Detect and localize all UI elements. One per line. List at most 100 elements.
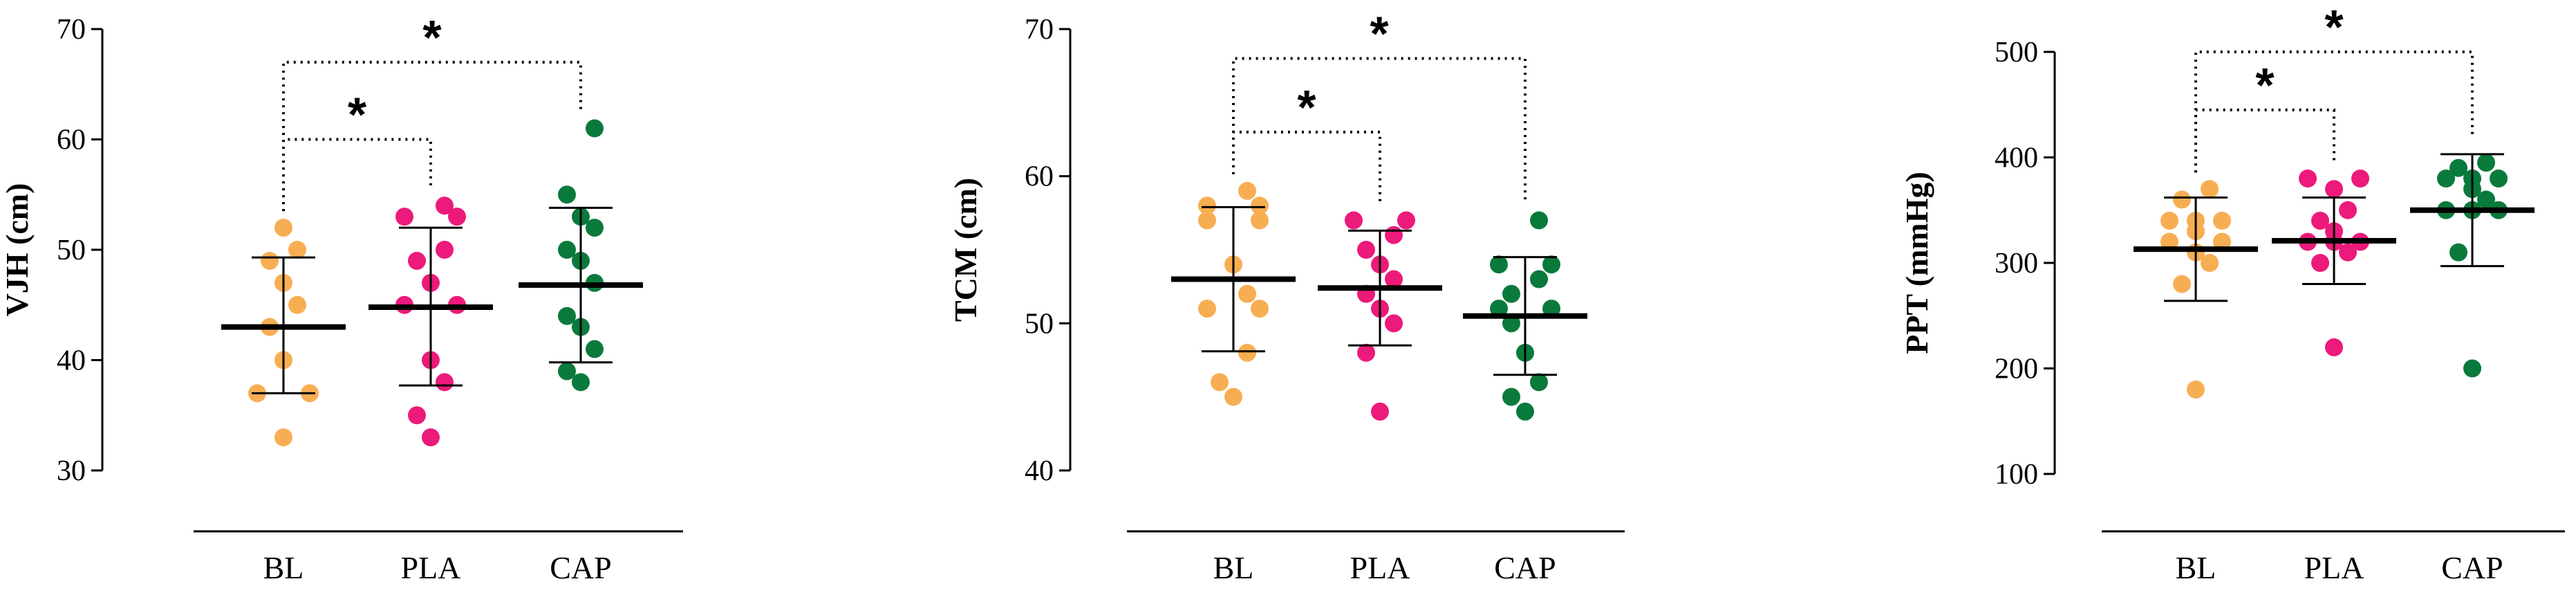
data-point-cap <box>2490 170 2508 187</box>
data-point-pla <box>2325 180 2343 199</box>
data-point-cap <box>586 119 604 138</box>
data-point-pla <box>1385 314 1403 333</box>
data-point-cap <box>1502 387 1520 406</box>
data-point-pla <box>1357 343 1375 362</box>
data-point-bl <box>1238 284 1256 303</box>
data-point-bl <box>288 295 306 314</box>
data-point-cap <box>558 362 576 381</box>
data-point-pla <box>395 208 413 226</box>
data-point-bl <box>2173 190 2191 209</box>
data-point-bl <box>1238 343 1256 362</box>
data-point-pla <box>1397 211 1415 230</box>
data-point-cap <box>586 219 604 237</box>
x-category-label: PLA <box>2304 550 2364 585</box>
data-point-pla <box>2339 243 2357 262</box>
data-point-bl <box>2201 254 2219 272</box>
data-point-cap <box>2477 190 2495 209</box>
chart-panel-vjh: 30 40 50 60 70 VJH (cm) BL PLA CAP * * <box>0 10 683 585</box>
data-point-cap <box>558 306 576 325</box>
x-category-label: BL <box>263 550 304 585</box>
significance-bracket <box>282 60 582 212</box>
x-category-label: CAP <box>2441 550 2503 585</box>
x-category-label: BL <box>1213 550 1254 585</box>
significance-star: * <box>2255 58 2275 112</box>
x-category-label: CAP <box>1494 550 1556 585</box>
data-point-bl <box>1251 300 1269 318</box>
data-point-bl <box>1224 387 1242 406</box>
data-point-cap <box>558 185 576 204</box>
data-point-pla <box>1385 226 1403 244</box>
y-axis-title: PPT (mmHg) <box>1899 172 1934 354</box>
data-point-bl <box>2187 381 2205 399</box>
data-point-cap <box>1542 300 1560 318</box>
y-tick-label: 400 <box>1995 143 2038 174</box>
data-point-pla <box>2325 338 2343 356</box>
x-category-label: PLA <box>401 550 461 585</box>
y-tick-label: 70 <box>1025 14 1054 46</box>
data-point-bl <box>1238 181 1256 200</box>
data-point-cap <box>2449 243 2467 262</box>
data-point-bl <box>274 219 292 237</box>
data-point-bl <box>1251 211 1269 230</box>
data-point-cap <box>1516 402 1534 421</box>
data-point-cap <box>2477 154 2495 172</box>
data-point-pla <box>1371 402 1389 421</box>
data-point-cap <box>1490 255 1508 274</box>
data-point-cap <box>558 241 576 259</box>
data-point-pla <box>422 428 440 447</box>
y-axis-title: TCM (cm) <box>948 178 983 322</box>
significance-star: * <box>1297 80 1316 134</box>
significance-star: * <box>1370 7 1389 61</box>
x-category-label: PLA <box>1350 550 1410 585</box>
data-point-pla <box>448 208 466 226</box>
data-point-pla <box>436 241 454 259</box>
data-point-bl <box>1198 196 1216 215</box>
data-point-bl <box>2160 212 2178 230</box>
x-category-label: CAP <box>550 550 611 585</box>
data-point-cap <box>1530 270 1548 289</box>
data-point-bl <box>2213 232 2231 251</box>
data-point-cap <box>1542 255 1560 274</box>
data-point-pla <box>2311 212 2329 230</box>
data-point-pla <box>436 196 454 215</box>
y-tick-label: 60 <box>1025 161 1054 193</box>
data-point-pla <box>2311 254 2329 272</box>
data-point-bl <box>1198 211 1216 230</box>
data-point-cap <box>2449 158 2467 177</box>
data-point-cap <box>572 373 590 392</box>
y-tick-label: 60 <box>57 125 86 156</box>
data-point-pla <box>2351 170 2369 187</box>
y-tick-label: 100 <box>1995 459 2038 491</box>
data-point-bl <box>2213 212 2231 230</box>
data-point-pla <box>1345 211 1363 230</box>
data-point-pla <box>2339 201 2357 219</box>
y-tick-label: 500 <box>1995 37 2038 68</box>
significance-star: * <box>422 10 442 64</box>
data-point-bl <box>2201 180 2219 199</box>
data-point-pla <box>408 406 426 425</box>
significance-star: * <box>2324 0 2344 54</box>
x-category-label: BL <box>2176 550 2216 585</box>
data-point-pla <box>1385 270 1403 289</box>
data-point-pla <box>408 251 426 270</box>
y-tick-label: 40 <box>1025 455 1054 487</box>
significance-bracket <box>2194 51 2474 173</box>
y-tick-label: 50 <box>57 235 86 266</box>
data-point-pla <box>1357 241 1375 259</box>
data-point-bl <box>2160 232 2178 251</box>
data-point-cap <box>1530 211 1548 230</box>
significance-bracket <box>2194 108 2335 173</box>
data-point-bl <box>2173 275 2191 293</box>
significance-star: * <box>348 88 367 142</box>
data-point-bl <box>274 428 292 447</box>
data-point-cap <box>1490 300 1508 318</box>
data-point-cap <box>2463 359 2481 378</box>
data-point-pla <box>2299 170 2317 187</box>
data-point-bl <box>1211 373 1229 392</box>
chart-panel-ppt: 100 200 300 400 500 PPT (mmHg) BL PLA CAP * * <box>1899 0 2565 585</box>
data-point-bl <box>261 251 279 270</box>
chart-panel-tcm: 40 50 60 70 TCM (cm) BL PLA CAP * * <box>948 7 1625 585</box>
y-tick-label: 70 <box>57 14 86 46</box>
data-point-cap <box>2437 170 2455 187</box>
